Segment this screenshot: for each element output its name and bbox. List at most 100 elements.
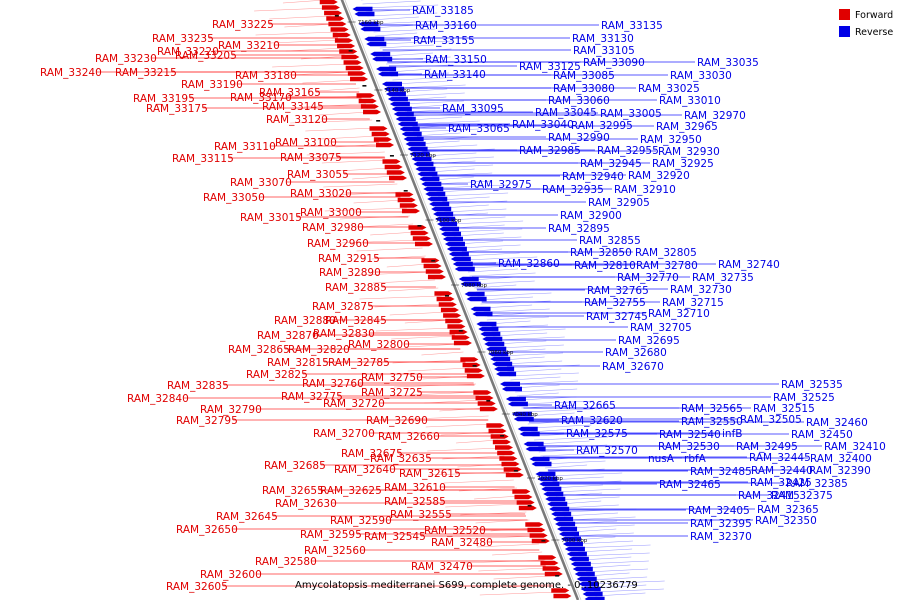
legend-reverse-label: Reverse: [855, 27, 893, 38]
gene-marker: [362, 85, 367, 87]
reverse-fan-line: [463, 256, 538, 261]
forward-gene-label: RAM_32865: [228, 344, 290, 356]
forward-gene-label: RAM_32480: [431, 537, 493, 549]
forward-gene-label: RAM_32675: [341, 448, 403, 460]
forward-fan-line: [386, 263, 429, 268]
reverse-gene-label: RAM_32350: [755, 515, 817, 527]
forward-fan-line: [508, 583, 555, 588]
reverse-gene-arrow: [539, 481, 560, 487]
reverse-fan-line: [505, 364, 580, 369]
forward-gene-arrow: [339, 49, 358, 54]
reverse-gene-arrow: [568, 556, 589, 562]
forward-fan-line: [317, 87, 360, 92]
reverse-fan-line: [532, 432, 591, 437]
reverse-gene-arrow: [403, 136, 424, 142]
reverse-fan-line: [434, 184, 509, 189]
reverse-fan-line: [560, 504, 619, 509]
forward-fan-line: [389, 311, 448, 316]
reverse-fan-line: [469, 272, 536, 277]
gene-marker: [334, 15, 339, 17]
reverse-gene-arrow: [535, 471, 556, 477]
reverse-fan-line: [419, 144, 478, 149]
reverse-fan-line: [406, 112, 481, 117]
forward-fan-line: [373, 279, 436, 284]
forward-gene-label: RAM_33175: [146, 103, 208, 115]
forward-gene-label: RAM_33100: [275, 137, 337, 149]
reverse-fan-line: [475, 288, 534, 293]
forward-gene-arrow: [516, 500, 535, 505]
reverse-fan-line: [461, 252, 520, 257]
reverse-fan-line: [420, 148, 495, 153]
reverse-gene-arrow: [389, 101, 410, 107]
reverse-fan-line: [375, 32, 418, 37]
forward-gene-arrow: [488, 428, 507, 434]
reverse-fan-line: [441, 200, 508, 205]
forward-fan-line: [394, 383, 477, 388]
reverse-gene-arrow: [505, 396, 526, 402]
forward-gene-arrow: [425, 269, 444, 274]
reverse-connector-lines: [360, 0, 822, 597]
gene-marker: [431, 260, 436, 262]
forward-gene-label: RAM_33210: [218, 40, 280, 52]
legend-forward-swatch: [839, 9, 850, 20]
reverse-gene-arrow: [559, 531, 580, 537]
forward-gene-label: RAM_32585: [384, 496, 446, 508]
forward-fan-line: [440, 431, 495, 436]
forward-fan-line: [374, 303, 445, 308]
reverse-gene-arrow: [399, 126, 420, 132]
reverse-gene-label: RAM_32705: [630, 322, 692, 334]
forward-gene-arrow: [505, 472, 524, 478]
reverse-gene-label: RAM_33140: [424, 69, 486, 81]
forward-gene-arrow: [449, 329, 468, 335]
reverse-fan-line: [389, 68, 432, 73]
reverse-fan-line: [585, 568, 648, 573]
forward-gene-label: RAM_32520: [424, 525, 486, 537]
reverse-gene-label: RAM_33150: [425, 54, 487, 66]
forward-gene-label: RAM_33020: [290, 188, 352, 200]
reverse-fan-line: [493, 332, 548, 337]
reverse-gene-label: RAM_32925: [652, 158, 714, 170]
forward-gene-arrow: [408, 225, 427, 230]
reverse-gene-label: RAM_32375: [771, 490, 833, 502]
forward-fan-line: [323, 183, 398, 188]
reverse-gene-label: RAM_32495: [736, 441, 798, 453]
reverse-fan-line: [370, 20, 437, 25]
reverse-gene-label: RAM_32565: [681, 403, 743, 415]
reverse-gene-arrow: [415, 166, 436, 172]
forward-gene-arrow: [330, 27, 349, 32]
forward-gene-arrow: [451, 335, 470, 340]
reverse-fan-line: [551, 480, 622, 485]
reverse-gene-arrow: [391, 106, 412, 112]
reverse-fan-line: [425, 160, 476, 165]
forward-gene-arrow: [466, 373, 485, 379]
forward-gene-arrow: [544, 571, 563, 577]
forward-fan-line: [357, 271, 432, 276]
forward-fan-line: [370, 231, 417, 236]
forward-gene-arrow: [401, 208, 420, 214]
reverse-fan-line: [486, 316, 549, 321]
reverse-gene-arrow: [378, 71, 399, 77]
forward-gene-arrow: [343, 60, 362, 65]
reverse-gene-arrow: [397, 121, 418, 127]
forward-fan-line: [476, 543, 539, 548]
reverse-fan-line: [562, 508, 637, 513]
forward-gene-label: RAM_32470: [411, 561, 473, 573]
reverse-fan-line: [589, 576, 648, 581]
reverse-gene-arrow: [387, 96, 408, 102]
reverse-gene-arrow: [511, 411, 532, 417]
reverse-fan-line: [393, 80, 449, 85]
reverse-gene-arrow: [360, 26, 381, 32]
reverse-gene-arrow: [417, 171, 438, 177]
forward-gene-arrow: [492, 439, 511, 445]
reverse-fan-line: [467, 268, 518, 273]
reverse-fan-line: [450, 224, 505, 229]
reverse-gene-label: RAM_32575: [566, 428, 628, 440]
forward-gene-arrow: [337, 43, 356, 49]
reverse-gene-label: RAM_33040: [512, 119, 574, 131]
gene-marker: [555, 575, 560, 577]
forward-gene-label: RAM_32605: [166, 581, 228, 593]
reverse-fan-line: [412, 128, 479, 133]
reverse-gene-label: RAM_33045: [535, 107, 597, 119]
reverse-gene-arrow: [476, 321, 497, 327]
reverse-gene-label: nusA: [648, 453, 675, 465]
